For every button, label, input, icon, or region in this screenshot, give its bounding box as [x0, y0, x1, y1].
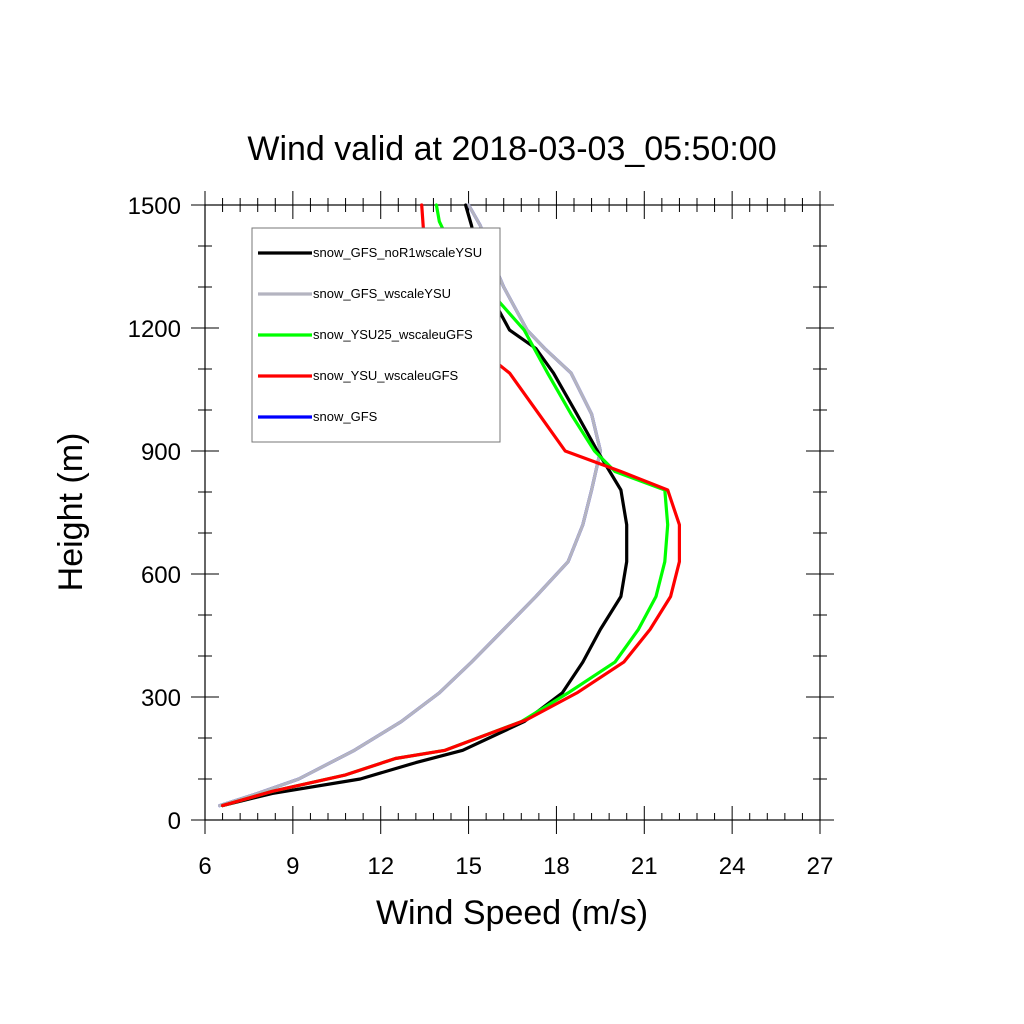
y-tick-label: 300 — [141, 685, 181, 712]
legend-label: snow_GFS_wscaleYSU — [313, 286, 451, 301]
x-tick-label: 12 — [367, 853, 394, 880]
y-axis-label: Height (m) — [52, 433, 90, 592]
axes-layer: 6 9 12 15 18 21 24 27 0 300 600 900 1200 1500 — [128, 191, 834, 880]
x-tick-label: 27 — [807, 853, 834, 880]
plot-frame — [204, 204, 821, 821]
x-tick-label: 24 — [719, 853, 746, 880]
legend-label: snow_YSU_wscaleuGFS — [313, 368, 459, 383]
legend-label: snow_GFS — [313, 409, 378, 424]
legend-label: snow_GFS_noR1wscaleYSU — [313, 245, 482, 260]
y-tick-label: 1500 — [128, 193, 181, 220]
y-tick-label: 0 — [168, 808, 181, 835]
y-tick-label: 600 — [141, 562, 181, 589]
x-tick-label: 18 — [543, 853, 570, 880]
x-axis-label: Wind Speed (m/s) — [376, 894, 648, 932]
y-tick-label: 1200 — [128, 316, 181, 343]
chart-title: Wind valid at 2018-03-03_05:50:00 — [247, 130, 776, 168]
x-tick-label: 9 — [286, 853, 299, 880]
legend: snow_GFS_noR1wscaleYSU snow_GFS_wscaleYSU… — [251, 227, 501, 443]
y-tick-label: 900 — [141, 439, 181, 466]
series-line-snow_GFS_wscaleYSU — [218, 203, 602, 808]
x-tick-label: 6 — [198, 853, 211, 880]
x-tick-label: 21 — [631, 853, 658, 880]
legend-label: snow_YSU25_wscaleuGFS — [313, 327, 473, 342]
x-tick-label: 15 — [455, 853, 482, 880]
